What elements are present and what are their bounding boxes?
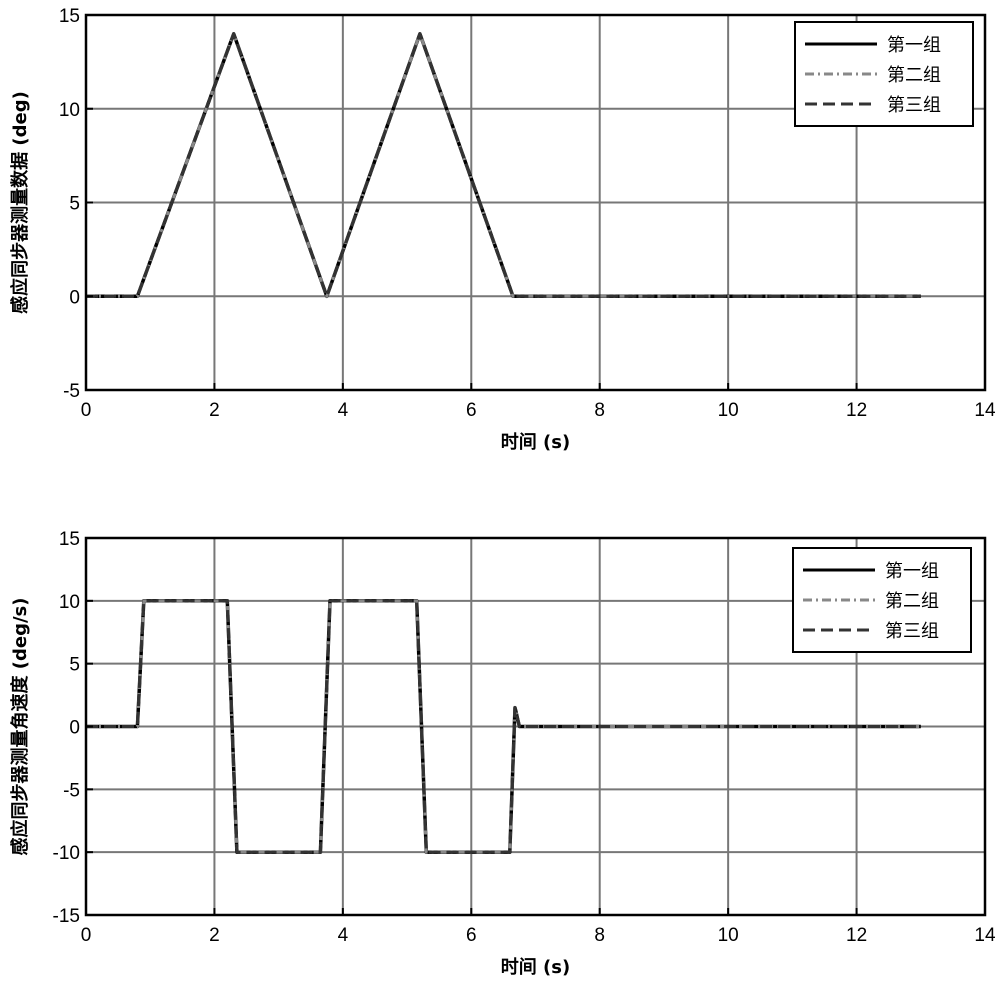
x-tick-label: 0: [81, 925, 92, 946]
legend-label-3: 第三组: [887, 95, 941, 116]
x-tick-label: 14: [974, 400, 996, 421]
x-tick-label: 8: [594, 400, 605, 421]
legend-label-2: 第二组: [887, 65, 941, 86]
y-tick-label: 10: [59, 592, 80, 613]
legend-box: [795, 22, 973, 126]
x-tick-label: 10: [718, 925, 739, 946]
x-tick-label: 12: [846, 400, 867, 421]
x-tick-label: 4: [338, 400, 349, 421]
y-tick-label: 0: [69, 287, 80, 308]
y-tick-label: -10: [53, 843, 80, 864]
x-axis-label: 时间 (s): [501, 432, 570, 453]
legend-label-3: 第三组: [885, 621, 939, 642]
y-tick-label: -5: [63, 780, 80, 801]
x-tick-label: 12: [846, 925, 867, 946]
x-tick-label: 6: [466, 925, 477, 946]
legend-label-1: 第一组: [885, 561, 939, 582]
y-tick-label: 10: [59, 100, 80, 121]
x-tick-label: 10: [718, 400, 739, 421]
x-tick-label: 2: [209, 400, 220, 421]
x-tick-label: 14: [974, 925, 996, 946]
y-axis-label: 感应同步器测量数据 (deg): [9, 91, 31, 314]
x-tick-label: 8: [594, 925, 605, 946]
x-tick-label: 6: [466, 400, 477, 421]
x-tick-label: 2: [209, 925, 220, 946]
y-tick-label: 5: [69, 194, 80, 215]
y-tick-label: 15: [59, 6, 80, 27]
y-tick-label: -5: [63, 381, 80, 402]
y-tick-label: -15: [53, 906, 80, 927]
legend-label-1: 第一组: [887, 35, 941, 56]
x-tick-label: 0: [81, 400, 92, 421]
y-tick-label: 5: [69, 655, 80, 676]
legend-label-2: 第二组: [885, 591, 939, 612]
y-tick-label: 0: [69, 718, 80, 739]
x-axis-label: 时间 (s): [501, 957, 570, 978]
legend-box: [793, 548, 971, 652]
y-tick-label: 15: [59, 529, 80, 550]
y-axis-label: 感应同步器测量角速度 (deg/s): [9, 598, 31, 856]
x-tick-label: 4: [338, 925, 349, 946]
